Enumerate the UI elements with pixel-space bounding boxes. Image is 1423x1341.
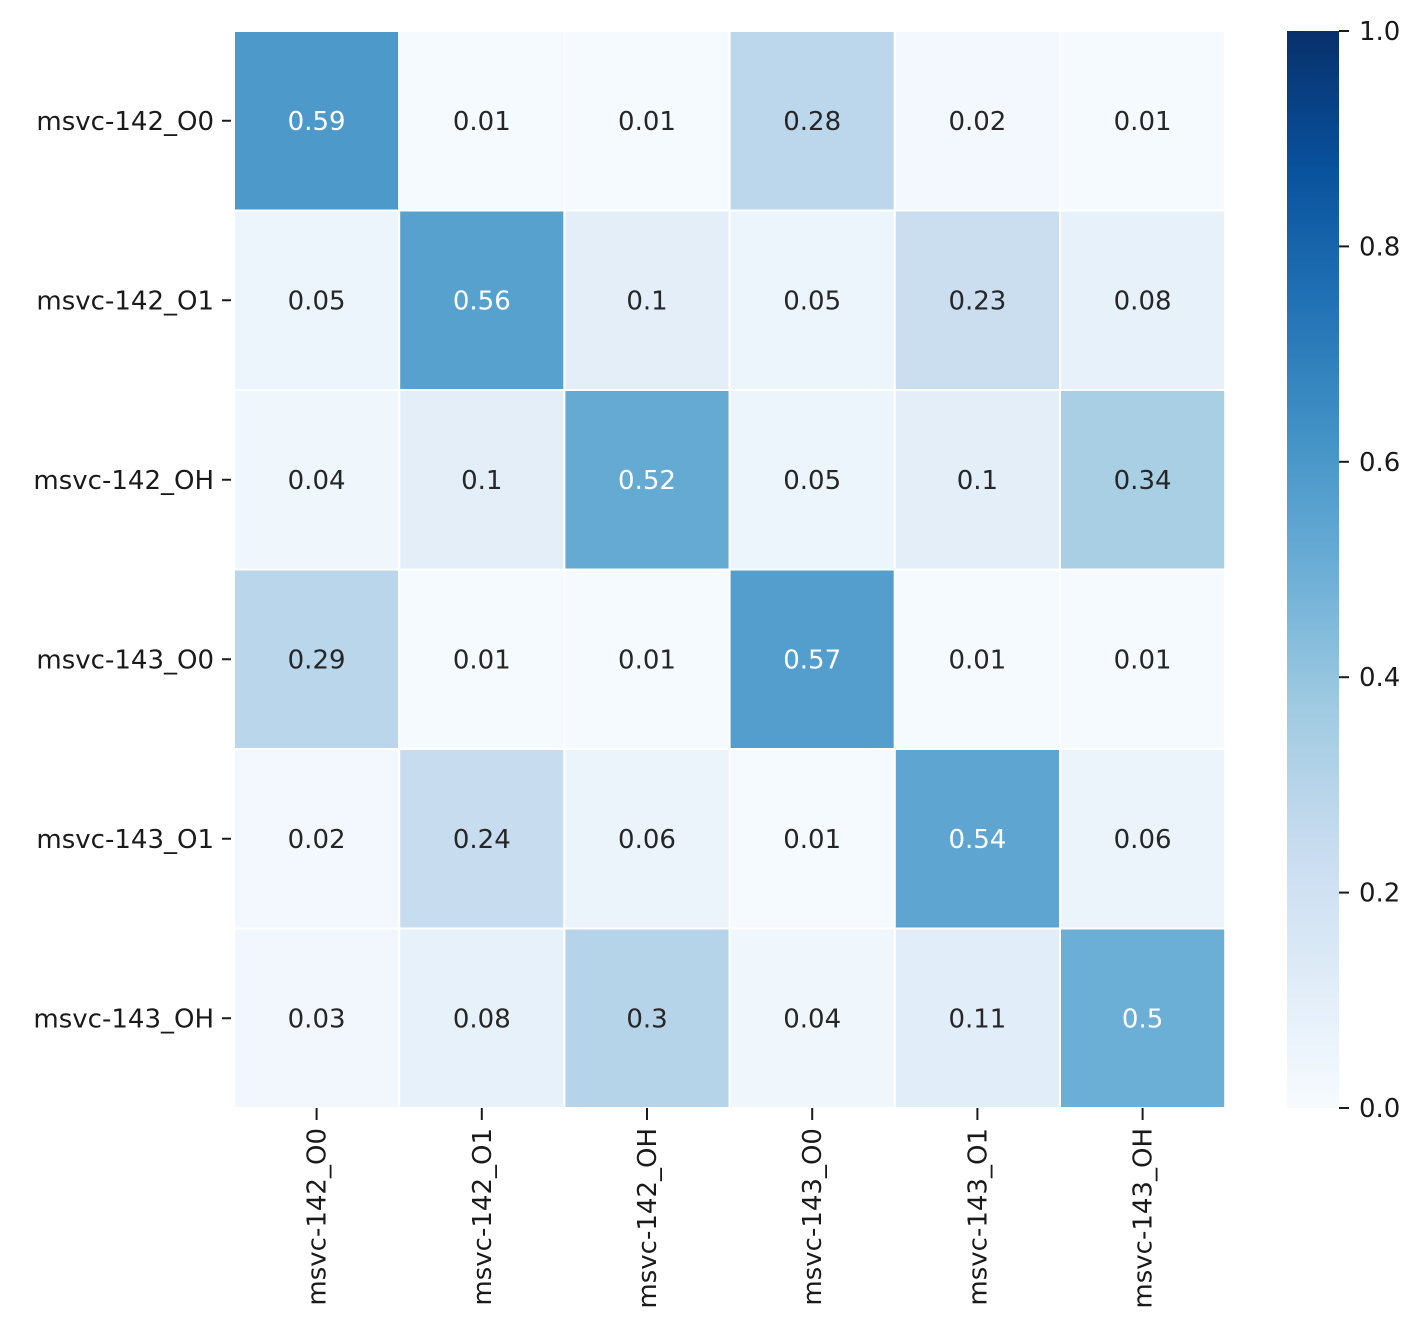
- heatmap-cell: [398, 568, 566, 750]
- cell-value-label: 0.01: [783, 825, 841, 855]
- colorbar-tick-label: 0.2: [1359, 879, 1400, 909]
- cell-value-label: 0.59: [288, 107, 346, 137]
- colorbar-tick-label: 0.4: [1359, 663, 1400, 693]
- y-tick-label: msvc-142_O0: [36, 107, 214, 137]
- heatmap-cell: [728, 748, 896, 930]
- heatmap-cell: [398, 209, 566, 391]
- y-tick-label: msvc-142_O1: [36, 286, 214, 316]
- cell-value-label: 0.08: [1114, 286, 1172, 316]
- cell-value-label: 0.04: [288, 466, 346, 496]
- heatmap-cell: [1059, 927, 1227, 1109]
- cell-value-label: 0.01: [618, 107, 676, 137]
- x-tick-label: msvc-142_O0: [303, 1128, 333, 1306]
- cell-value-label: 0.34: [1114, 466, 1172, 496]
- colorbar: [1287, 31, 1339, 1108]
- heatmap-cell: [893, 927, 1061, 1109]
- cell-value-label: 0.06: [618, 825, 676, 855]
- y-tick-label: msvc-143_O1: [36, 825, 214, 855]
- cell-value-label: 0.1: [957, 466, 998, 496]
- x-tick-label: msvc-143_O1: [963, 1128, 993, 1306]
- heatmap-cell: [398, 389, 566, 571]
- heatmap-cell: [233, 748, 401, 930]
- cell-value-label: 0.23: [948, 286, 1006, 316]
- cell-value-label: 0.01: [948, 645, 1006, 675]
- heatmap-cell: [728, 209, 896, 391]
- y-tick-label: msvc-143_O0: [36, 645, 214, 675]
- heatmap-cell: [233, 927, 401, 1109]
- heatmap-cell: [728, 568, 896, 750]
- cell-value-label: 0.3: [626, 1004, 667, 1034]
- heatmap-cell: [563, 568, 731, 750]
- heatmap-cell: [398, 30, 566, 212]
- cell-value-label: 0.57: [783, 645, 841, 675]
- cell-value-label: 0.01: [453, 107, 511, 137]
- cell-value-label: 0.56: [453, 286, 511, 316]
- heatmap-cell: [1059, 209, 1227, 391]
- heatmap-cell: [233, 30, 401, 212]
- heatmap-cell: [893, 30, 1061, 212]
- x-tick-label: msvc-143_OH: [1129, 1128, 1159, 1309]
- cell-value-label: 0.29: [288, 645, 346, 675]
- colorbar-tick-label: 0.0: [1359, 1094, 1400, 1124]
- cell-value-label: 0.5: [1122, 1004, 1163, 1034]
- cell-value-label: 0.02: [948, 107, 1006, 137]
- cell-value-label: 0.06: [1114, 825, 1172, 855]
- colorbar-tick-label: 0.8: [1359, 232, 1400, 262]
- cell-value-label: 0.52: [618, 466, 676, 496]
- x-tick-label: msvc-143_O0: [798, 1128, 828, 1306]
- heatmap-cell: [893, 568, 1061, 750]
- cell-value-label: 0.1: [461, 466, 502, 496]
- cell-value-label: 0.03: [288, 1004, 346, 1034]
- heatmap-cell: [728, 389, 896, 571]
- heatmap-cell: [233, 389, 401, 571]
- heatmap-cell: [233, 568, 401, 750]
- x-tick-label: msvc-142_O1: [468, 1128, 498, 1306]
- cell-value-label: 0.05: [783, 286, 841, 316]
- y-tick-label: msvc-142_OH: [33, 466, 214, 496]
- cell-value-label: 0.04: [783, 1004, 841, 1034]
- heatmap-cell: [893, 389, 1061, 571]
- cell-value-label: 0.24: [453, 825, 511, 855]
- heatmap-cell: [1059, 748, 1227, 930]
- cell-value-label: 0.11: [948, 1004, 1006, 1034]
- heatmap-cell: [563, 30, 731, 212]
- cell-value-label: 0.05: [288, 286, 346, 316]
- cell-value-label: 0.01: [618, 645, 676, 675]
- heatmap-cell: [728, 30, 896, 212]
- cell-value-label: 0.01: [1114, 107, 1172, 137]
- heatmap-cell: [563, 748, 731, 930]
- cell-value-label: 0.01: [1114, 645, 1172, 675]
- heatmap-cell: [1059, 30, 1227, 212]
- y-tick-label: msvc-143_OH: [33, 1004, 214, 1034]
- x-tick-label: msvc-142_OH: [633, 1128, 663, 1309]
- cell-value-label: 0.28: [783, 107, 841, 137]
- cell-value-label: 0.54: [948, 825, 1006, 855]
- colorbar-tick-label: 0.6: [1359, 448, 1400, 478]
- cell-value-label: 0.02: [288, 825, 346, 855]
- cell-value-label: 0.01: [453, 645, 511, 675]
- heatmap-cell: [893, 748, 1061, 930]
- cell-value-label: 0.05: [783, 466, 841, 496]
- cell-value-label: 0.1: [626, 286, 667, 316]
- cell-value-label: 0.08: [453, 1004, 511, 1034]
- heatmap-cell: [1059, 568, 1227, 750]
- heatmap-cell: [1059, 389, 1227, 571]
- heatmap-cell: [563, 389, 731, 571]
- colorbar-tick-label: 1.0: [1359, 17, 1400, 47]
